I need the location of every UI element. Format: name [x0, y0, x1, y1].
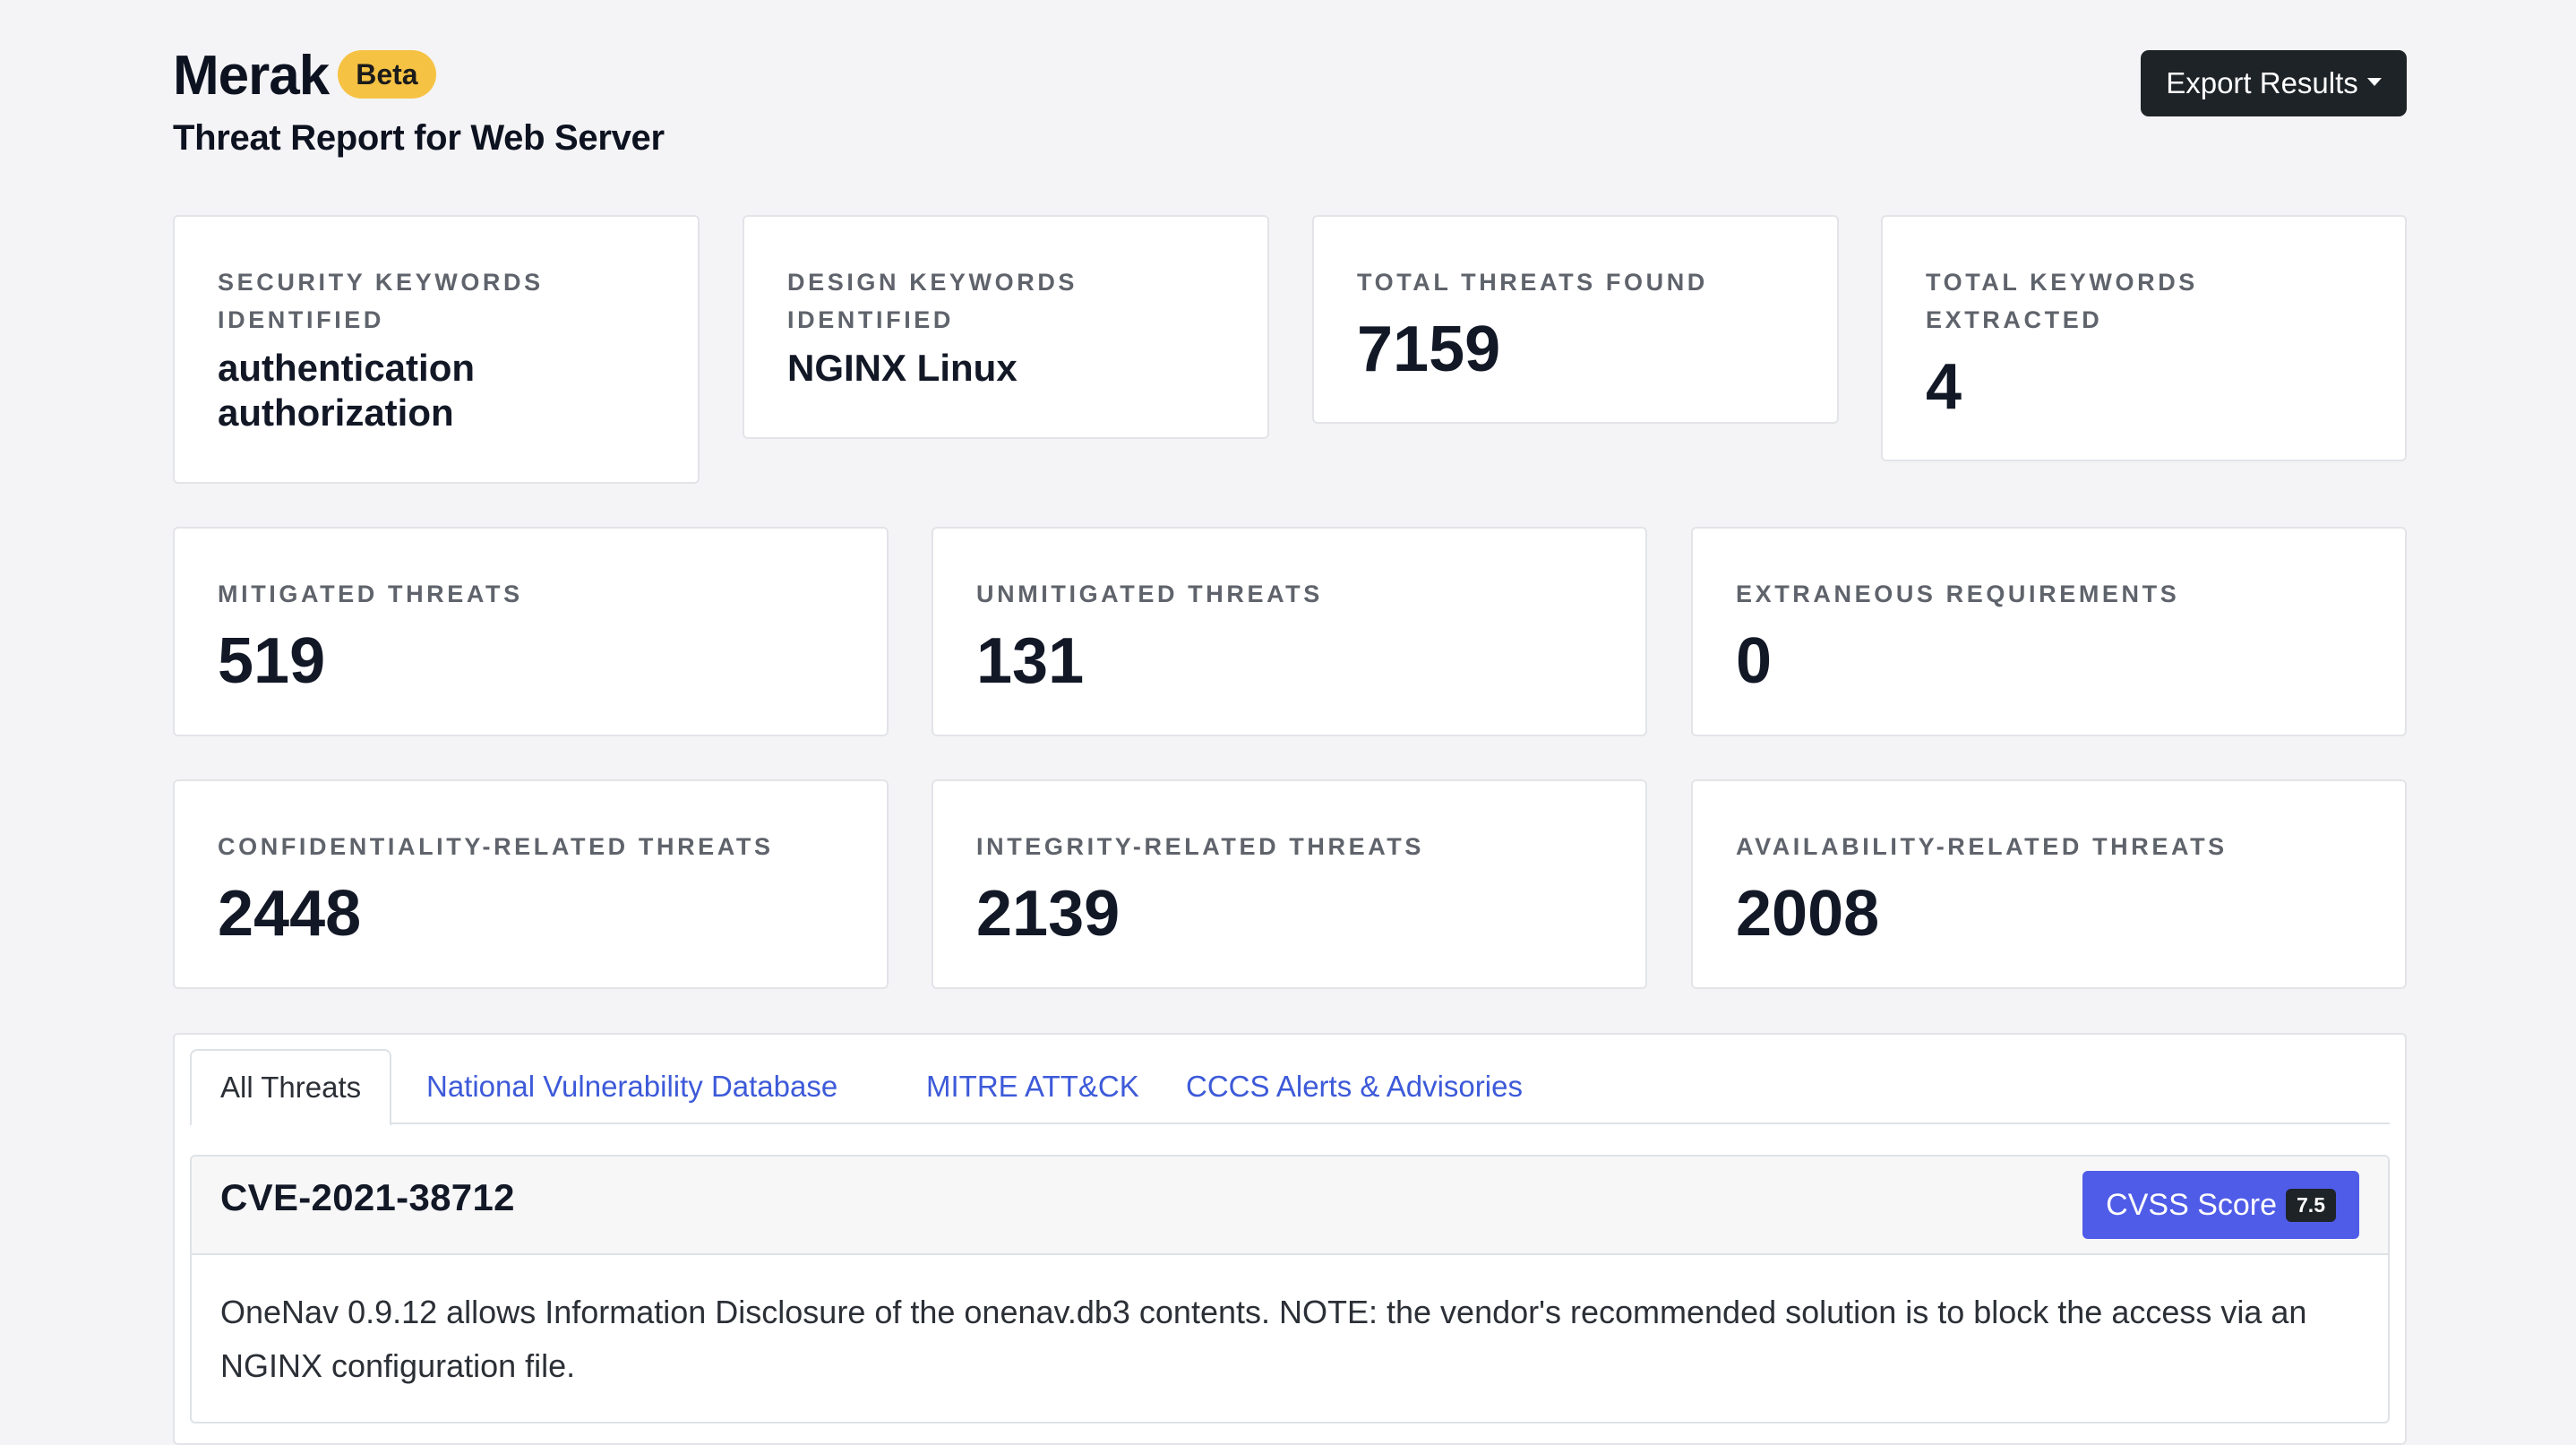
threat-card: CVE-2021-38712 CVSS Score 7.5 OneNav 0.9… [190, 1155, 2390, 1423]
unmitigated-threats-card: Unmitigated Threats 131 [932, 527, 1647, 736]
threats-panel: All Threats National Vulnerability Datab… [173, 1033, 2407, 1445]
card-label: Confidentiality-Related Threats [218, 833, 774, 860]
total-keywords-card: Total Keywords Extracted 4 [1881, 215, 2407, 461]
card-value: 131 [976, 625, 1085, 697]
card-label: Security Keywords Identified [218, 269, 544, 333]
card-value: 4 [1926, 351, 1962, 423]
extraneous-requirements-card: Extraneous Requirements 0 [1691, 527, 2407, 736]
card-value: 7159 [1357, 314, 1501, 385]
cvss-score-button[interactable]: CVSS Score 7.5 [2082, 1171, 2359, 1239]
page-header: Merak Beta Threat Report for Web Server [173, 45, 665, 159]
integrity-threats-card: Integrity-Related Threats 2139 [932, 779, 1647, 989]
card-value: NGINX Linux [787, 347, 1018, 389]
card-label: Mitigated Threats [218, 581, 523, 607]
threat-description: OneNav 0.9.12 allows Information Disclos… [220, 1294, 2307, 1384]
tab-label: MITRE ATT&CK [926, 1070, 1139, 1103]
card-label: Unmitigated Threats [976, 581, 1323, 607]
tab-cccs-alerts[interactable]: CCCS Alerts & Advisories [1186, 1049, 1523, 1124]
brand-row: Merak Beta [173, 45, 665, 108]
availability-threats-card: Availability-Related Threats 2008 [1691, 779, 2407, 989]
card-value: authentication authorization [218, 347, 476, 434]
card-value: 519 [218, 625, 326, 697]
card-label: Total Threats Found [1357, 269, 1708, 296]
card-label: Integrity-Related Threats [976, 833, 1424, 860]
threat-card-header: CVE-2021-38712 CVSS Score 7.5 [192, 1157, 2388, 1255]
security-keywords-card: Security Keywords Identified authenticat… [173, 215, 700, 484]
cve-id: CVE-2021-38712 [220, 1176, 515, 1218]
card-value: 0 [1736, 625, 1773, 697]
export-results-button[interactable]: Export Results [2141, 50, 2407, 116]
card-label: Design Keywords Identified [787, 269, 1078, 333]
tab-label: All Threats [220, 1071, 362, 1104]
export-results-label: Export Results [2166, 66, 2358, 99]
tab-mitre-attack[interactable]: MITRE ATT&CK [926, 1049, 1139, 1124]
card-label: Total Keywords Extracted [1926, 269, 2198, 333]
card-label: Extraneous Requirements [1736, 581, 2180, 607]
design-keywords-card: Design Keywords Identified NGINX Linux [743, 215, 1269, 439]
cvss-label: CVSS Score [2106, 1187, 2278, 1222]
card-value: 2008 [1736, 878, 1880, 950]
total-threats-card: Total Threats Found 7159 [1312, 215, 1839, 424]
app-title: Merak [173, 45, 330, 107]
mitigated-threats-card: Mitigated Threats 519 [173, 527, 889, 736]
card-value: 2448 [218, 878, 362, 950]
confidentiality-threats-card: Confidentiality-Related Threats 2448 [173, 779, 889, 989]
cvss-score-badge: 7.5 [2286, 1188, 2336, 1222]
tab-all-threats[interactable]: All Threats [190, 1049, 392, 1126]
tab-bar: All Threats National Vulnerability Datab… [190, 1049, 2390, 1126]
beta-badge: Beta [338, 50, 436, 99]
report-subtitle: Threat Report for Web Server [173, 118, 665, 158]
tab-national-vulnerability-database[interactable]: National Vulnerability Database [426, 1049, 837, 1124]
tab-label: National Vulnerability Database [426, 1070, 838, 1103]
card-label: Availability-Related Threats [1736, 833, 2228, 860]
card-value: 2139 [976, 878, 1121, 950]
caret-down-icon [2366, 77, 2382, 86]
tab-label: CCCS Alerts & Advisories [1186, 1070, 1523, 1103]
